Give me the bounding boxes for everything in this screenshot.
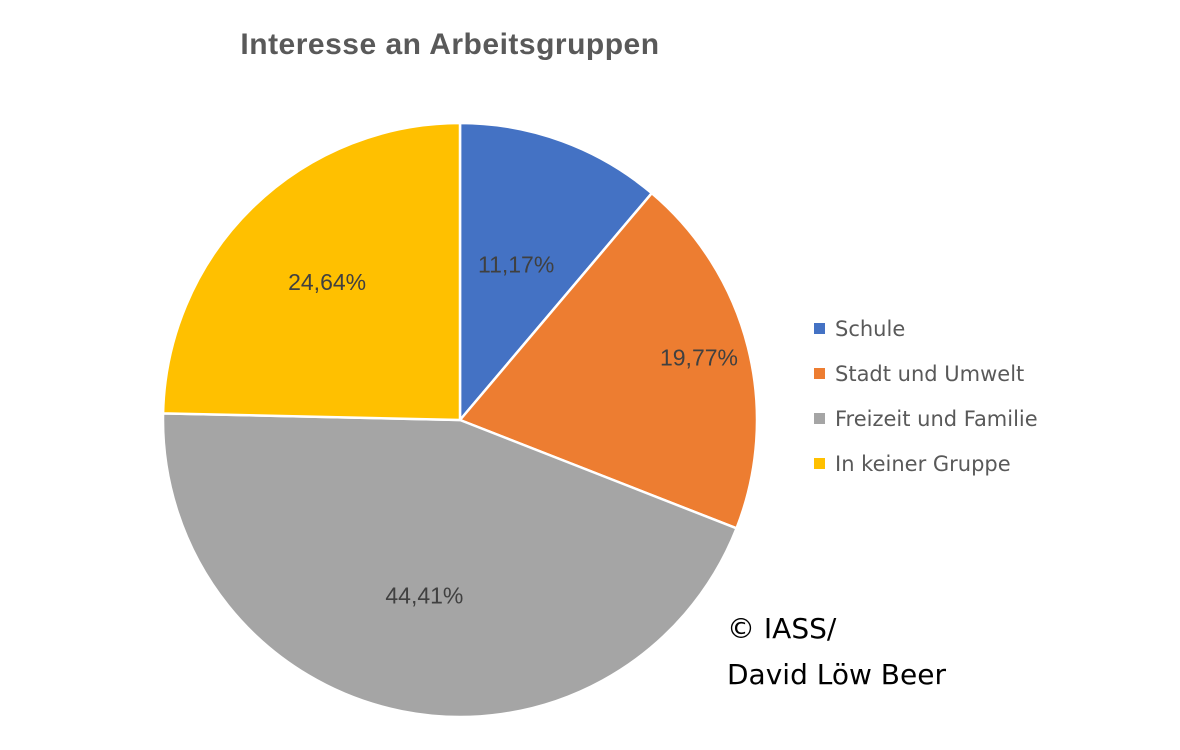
legend-swatch-freizeit-und-familie: [814, 413, 825, 424]
legend-item-schule: Schule: [814, 306, 1038, 351]
legend-item-freizeit-und-familie: Freizeit und Familie: [814, 396, 1038, 441]
legend-label-freizeit-und-familie: Freizeit und Familie: [835, 406, 1038, 431]
chart-legend: Schule Stadt und Umwelt Freizeit und Fam…: [814, 306, 1038, 486]
data-label-stadt-und-umwelt: 19,77%: [660, 345, 738, 371]
pie-slice-stadt-und-umwelt: [458, 191, 759, 530]
data-label-in-keiner-gruppe: 24,64%: [288, 269, 366, 295]
copyright-line-1: © IASS/: [727, 612, 837, 645]
copyright-line-2: David Löw Beer: [727, 658, 946, 691]
pie-slice-freizeit-und-familie: [161, 412, 738, 719]
legend-label-stadt-und-umwelt: Stadt und Umwelt: [835, 361, 1025, 386]
legend-label-schule: Schule: [835, 316, 906, 341]
pie-slice-in-keiner-gruppe: [161, 121, 462, 422]
legend-item-in-keiner-gruppe: In keiner Gruppe: [814, 441, 1038, 486]
pie-slice-schule: [458, 121, 654, 422]
legend-item-stadt-und-umwelt: Stadt und Umwelt: [814, 351, 1038, 396]
legend-swatch-stadt-und-umwelt: [814, 368, 825, 379]
copyright-notice: © IASS/ David Löw Beer: [727, 606, 946, 698]
data-label-freizeit-und-familie: 44,41%: [385, 583, 463, 609]
data-label-schule: 11,17%: [478, 252, 554, 278]
chart-title: Interesse an Arbeitsgruppen: [240, 28, 660, 61]
legend-swatch-schule: [814, 323, 825, 334]
legend-label-in-keiner-gruppe: In keiner Gruppe: [835, 451, 1011, 476]
legend-swatch-in-keiner-gruppe: [814, 458, 825, 469]
